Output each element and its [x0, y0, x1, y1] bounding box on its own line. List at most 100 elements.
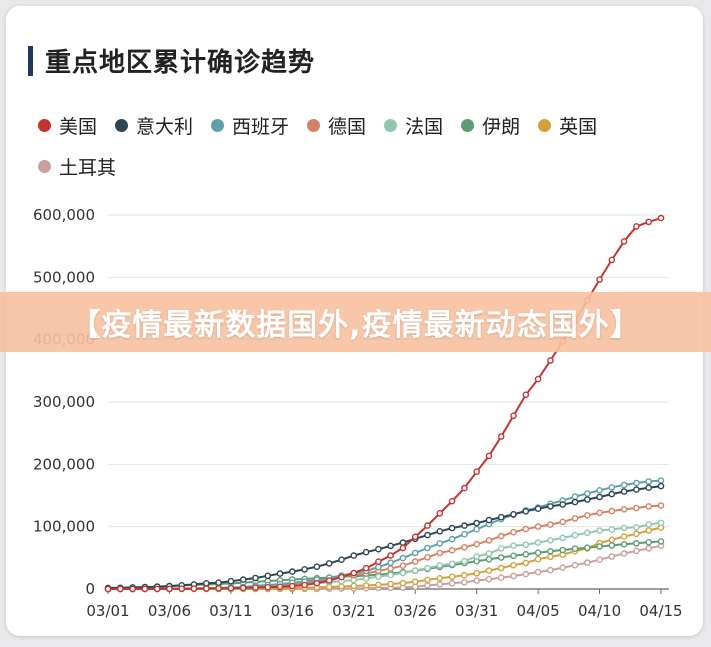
data-point	[399, 539, 407, 546]
chart-legend: 美国 意大利 西班牙 德国 法国 伊朗 英国土耳其	[38, 112, 618, 194]
data-point	[436, 540, 444, 547]
data-point	[497, 564, 505, 572]
data-point	[657, 519, 665, 527]
data-point	[645, 484, 653, 492]
data-point	[448, 524, 456, 532]
data-point	[399, 554, 407, 562]
data-point	[350, 582, 358, 590]
data-point	[657, 502, 665, 509]
data-point	[510, 561, 517, 569]
data-point	[461, 522, 468, 529]
data-point	[584, 529, 591, 537]
data-point	[141, 585, 149, 593]
legend-marker-icon	[38, 160, 51, 173]
data-point	[436, 581, 444, 588]
legend-item[interactable]: 意大利	[115, 112, 193, 139]
data-point	[362, 548, 370, 556]
data-point	[436, 528, 444, 535]
data-point	[387, 565, 394, 572]
data-point	[510, 542, 517, 550]
data-point	[547, 503, 554, 510]
data-point	[620, 524, 628, 532]
data-point	[313, 563, 321, 571]
data-point	[461, 571, 468, 579]
data-point	[608, 256, 616, 264]
data-point	[497, 532, 505, 540]
legend-label: 法国	[405, 116, 444, 138]
data-point	[215, 585, 222, 592]
data-point	[411, 558, 419, 565]
data-point	[645, 503, 653, 510]
data-point	[596, 527, 603, 534]
data-point	[633, 486, 640, 493]
legend-item[interactable]: 西班牙	[211, 112, 289, 139]
data-point	[645, 478, 653, 485]
data-point	[571, 531, 579, 539]
data-point	[153, 585, 161, 593]
data-point	[485, 556, 493, 563]
data-point	[534, 375, 542, 383]
data-point	[424, 544, 431, 552]
data-point	[510, 412, 517, 420]
data-point	[473, 570, 481, 577]
data-point	[375, 581, 382, 589]
data-point	[522, 570, 530, 578]
chart-header: 重点地区累计确诊趋势	[28, 42, 315, 79]
legend-item[interactable]: 英国	[538, 112, 597, 139]
data-point	[350, 552, 358, 559]
data-point	[645, 545, 653, 552]
data-point	[129, 585, 136, 593]
data-point	[264, 572, 272, 580]
data-point	[608, 553, 616, 560]
data-point	[596, 486, 603, 494]
legend-item[interactable]: 美国	[38, 112, 97, 139]
data-point	[559, 518, 567, 526]
data-point	[497, 545, 505, 552]
data-point	[608, 542, 616, 549]
legend-item[interactable]: 土耳其	[38, 153, 116, 180]
legend-item[interactable]: 法国	[384, 112, 443, 139]
data-point	[448, 560, 456, 568]
data-point	[608, 507, 616, 515]
data-point	[473, 468, 481, 476]
x-tick-label: 04/05	[516, 602, 559, 620]
data-point	[338, 583, 345, 590]
legend-item[interactable]: 德国	[307, 112, 366, 139]
data-point	[620, 541, 628, 548]
data-point	[534, 505, 542, 513]
data-point	[633, 540, 640, 547]
data-point	[645, 527, 653, 534]
data-point	[485, 550, 493, 557]
data-point	[584, 490, 591, 497]
data-point	[461, 544, 468, 551]
data-point	[325, 577, 333, 584]
legend-marker-icon	[115, 119, 129, 132]
legend-item[interactable]: 伊朗	[461, 112, 520, 139]
data-point	[473, 519, 481, 527]
data-point	[645, 539, 653, 546]
legend-marker-icon	[461, 119, 475, 132]
series-line	[107, 217, 662, 590]
legend-label: 美国	[59, 116, 98, 138]
data-point	[596, 543, 603, 550]
data-point	[620, 481, 628, 489]
data-point	[325, 560, 333, 567]
data-point	[596, 493, 603, 501]
data-point	[657, 538, 665, 545]
data-point	[436, 575, 444, 582]
data-point	[571, 515, 579, 522]
data-point	[571, 498, 579, 506]
data-point	[608, 536, 616, 544]
data-point	[424, 554, 431, 561]
x-tick-label: 03/01	[86, 602, 129, 620]
data-point	[252, 574, 259, 582]
data-point	[202, 580, 210, 587]
data-point	[534, 555, 542, 563]
data-point	[424, 522, 431, 529]
data-point	[387, 571, 394, 579]
data-point	[485, 567, 493, 574]
data-point	[510, 528, 517, 536]
data-point	[461, 557, 468, 565]
data-point	[633, 223, 640, 230]
